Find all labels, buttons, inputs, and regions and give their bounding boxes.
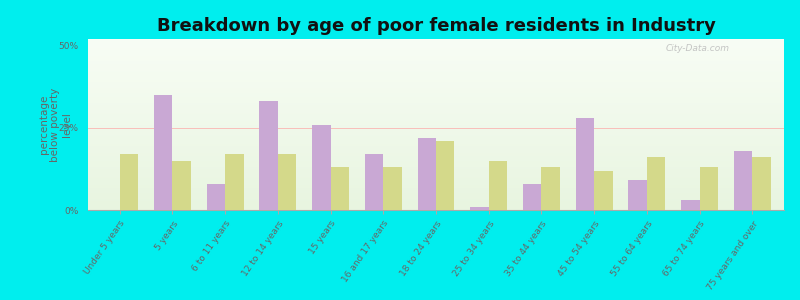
Bar <box>259 101 278 210</box>
Bar <box>752 158 771 210</box>
Bar <box>489 161 507 210</box>
Bar <box>576 118 594 210</box>
Bar <box>418 138 436 210</box>
Bar <box>700 167 718 210</box>
Bar <box>312 124 330 210</box>
Bar <box>734 151 752 210</box>
Bar <box>470 207 489 210</box>
Bar <box>172 161 191 210</box>
Bar <box>594 170 613 210</box>
Bar <box>542 167 560 210</box>
Bar <box>120 154 138 210</box>
Bar <box>206 184 225 210</box>
Bar <box>629 180 647 210</box>
Bar <box>436 141 454 210</box>
Y-axis label: percentage
below poverty
level: percentage below poverty level <box>38 87 72 162</box>
Bar <box>383 167 402 210</box>
Bar <box>647 158 666 210</box>
Bar <box>523 184 542 210</box>
Bar <box>225 154 243 210</box>
Title: Breakdown by age of poor female residents in Industry: Breakdown by age of poor female resident… <box>157 17 715 35</box>
Bar <box>154 95 172 210</box>
Text: City-Data.com: City-Data.com <box>666 44 730 53</box>
Bar <box>330 167 349 210</box>
Bar <box>278 154 296 210</box>
Bar <box>681 200 700 210</box>
Bar <box>365 154 383 210</box>
